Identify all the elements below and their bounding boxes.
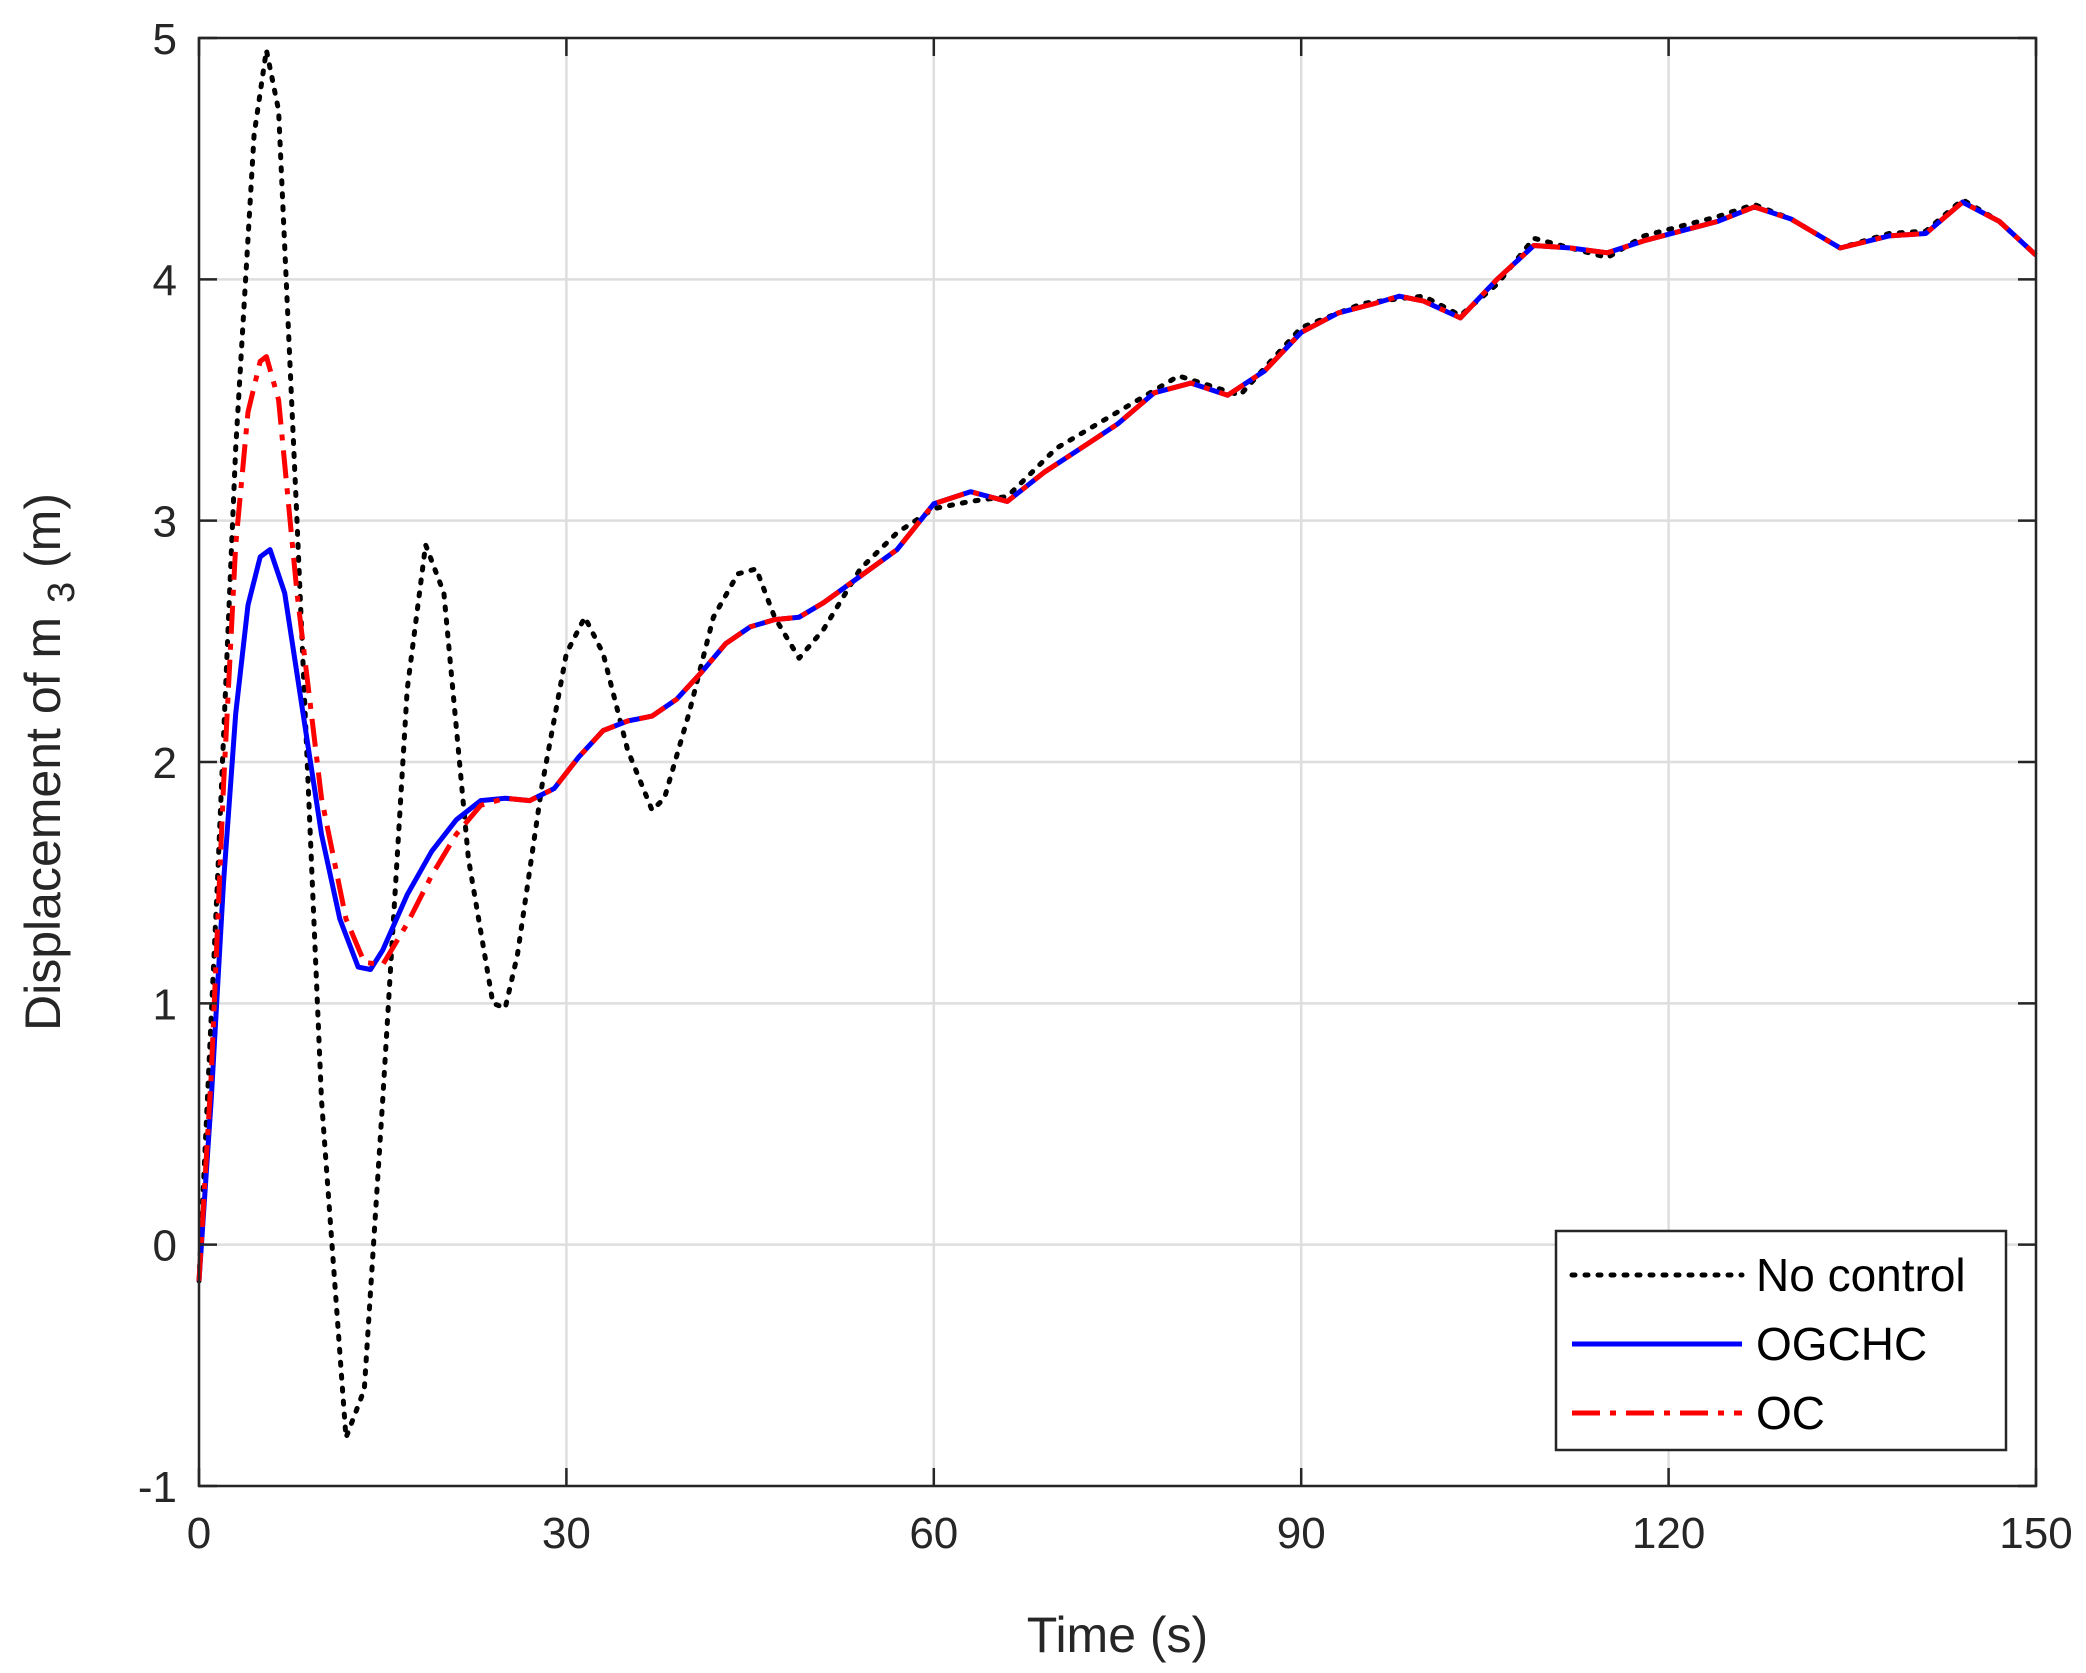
x-tick-label: 90 (1277, 1509, 1326, 1558)
y-tick-label: 5 (153, 15, 177, 64)
y-axis-label-subscript: 3 (41, 582, 83, 603)
legend: No control OGCHC OC (1554, 1229, 2008, 1452)
y-tick-label: 1 (153, 980, 177, 1029)
y-tick-label: 0 (153, 1222, 177, 1271)
y-axis-label-main: Displacement of m (15, 617, 71, 1031)
y-tick-label: 2 (153, 739, 177, 788)
y-tick-label: 4 (153, 256, 177, 305)
x-axis-label: Time (s) (1027, 1607, 1208, 1663)
series-line-2 (196, 199, 2038, 1282)
legend-label-0: No control (1756, 1249, 1966, 1301)
x-tick-label: 150 (1999, 1509, 2072, 1558)
y-axis-label-unit: (m) (15, 493, 71, 568)
legend-label-1: OGCHC (1756, 1318, 1927, 1370)
y-tick-label: 3 (153, 498, 177, 547)
series-line-0 (196, 47, 2039, 1441)
x-tick-label: 60 (909, 1509, 958, 1558)
y-tick-label: -1 (138, 1463, 177, 1512)
x-tick-label: 0 (187, 1509, 211, 1558)
legend-label-2: OC (1756, 1387, 1825, 1439)
x-tick-label: 30 (542, 1509, 591, 1558)
y-axis-label: Displacement of m 3 (m) (15, 493, 85, 1031)
series-layer (196, 47, 2039, 1441)
x-tick-label: 120 (1632, 1509, 1705, 1558)
